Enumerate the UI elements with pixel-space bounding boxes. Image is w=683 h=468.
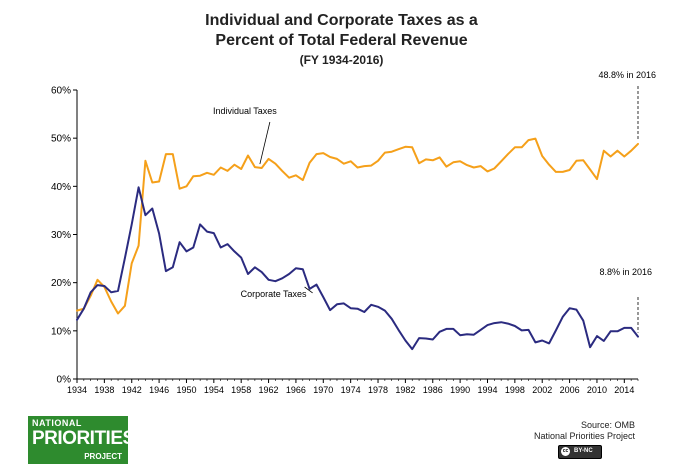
y-tick-label: 20% xyxy=(51,278,71,289)
x-tick-label: 1942 xyxy=(122,385,142,395)
chart-title-line-1: Individual and Corporate Taxes as a xyxy=(205,12,478,29)
x-tick-label: 1966 xyxy=(286,385,306,395)
y-tick-label: 30% xyxy=(51,230,71,241)
chart-title-line-2: Percent of Total Federal Revenue xyxy=(215,32,468,49)
creative-commons-license-badge: cc BY-NC xyxy=(558,445,602,459)
chart-subtitle: (FY 1934-2016) xyxy=(299,53,384,67)
x-tick-label: 1946 xyxy=(149,385,169,395)
x-tick-label: 2002 xyxy=(532,385,552,395)
logo-text-priorities: PRIORITIES xyxy=(32,428,135,449)
chart-marks xyxy=(76,137,639,351)
national-priorities-project-logo: NATIONAL PRIORITIES PROJECT xyxy=(28,416,135,464)
license-text: BY-NC xyxy=(574,448,593,454)
logo-text-project: PROJECT xyxy=(84,452,122,461)
x-tick-label: 2010 xyxy=(587,385,607,395)
x-tick-label: 1962 xyxy=(259,385,279,395)
source-organization: National Priorities Project xyxy=(533,431,635,441)
corporate-2016-label: 8.8% in 2016 xyxy=(599,267,652,277)
x-tick-label: 1994 xyxy=(477,385,497,395)
y-tick-label: 60% xyxy=(51,86,71,97)
x-tick-label: 1998 xyxy=(505,385,525,395)
x-tick-label: 2014 xyxy=(614,385,634,395)
corporate-taxes-leader xyxy=(304,286,313,294)
x-tick-label: 1958 xyxy=(231,385,251,395)
corporate-taxes-label: Corporate Taxes xyxy=(241,289,307,299)
x-tick-label: 1982 xyxy=(395,385,415,395)
y-tick-label: 10% xyxy=(51,326,71,337)
x-tick-label: 1954 xyxy=(204,385,224,395)
x-tick-label: 1986 xyxy=(423,385,443,395)
x-tick-label: 1938 xyxy=(94,385,114,395)
individual-2016-label: 48.8% in 2016 xyxy=(598,70,656,80)
x-tick-label: 1950 xyxy=(176,385,196,395)
y-tick-label: 40% xyxy=(51,182,71,193)
x-tick-label: 1974 xyxy=(341,385,361,395)
y-tick-label: 50% xyxy=(51,134,71,145)
logo-text-national: NATIONAL xyxy=(32,418,82,428)
chart-annotations: Individual Taxes Corporate Taxes 48.8% in … xyxy=(213,70,656,333)
source-line: Source: OMB xyxy=(580,420,635,430)
chart-axes: 0% 10% 20% 30% 40% 50% 60% 1934 1938 1942 1946 1950… xyxy=(51,86,639,395)
individual-taxes-leader xyxy=(259,121,271,165)
x-tick-label: 1990 xyxy=(450,385,470,395)
corporate-taxes-line xyxy=(76,186,639,351)
x-tick-label: 1978 xyxy=(368,385,388,395)
x-tick-label: 1970 xyxy=(313,385,333,395)
x-tick-label: 1934 xyxy=(67,385,87,395)
cc-icon: cc xyxy=(561,447,570,456)
y-tick-label: 0% xyxy=(57,375,72,386)
x-tick-label: 2006 xyxy=(560,385,580,395)
individual-taxes-label: Individual Taxes xyxy=(213,106,277,116)
individual-taxes-line xyxy=(76,137,639,315)
